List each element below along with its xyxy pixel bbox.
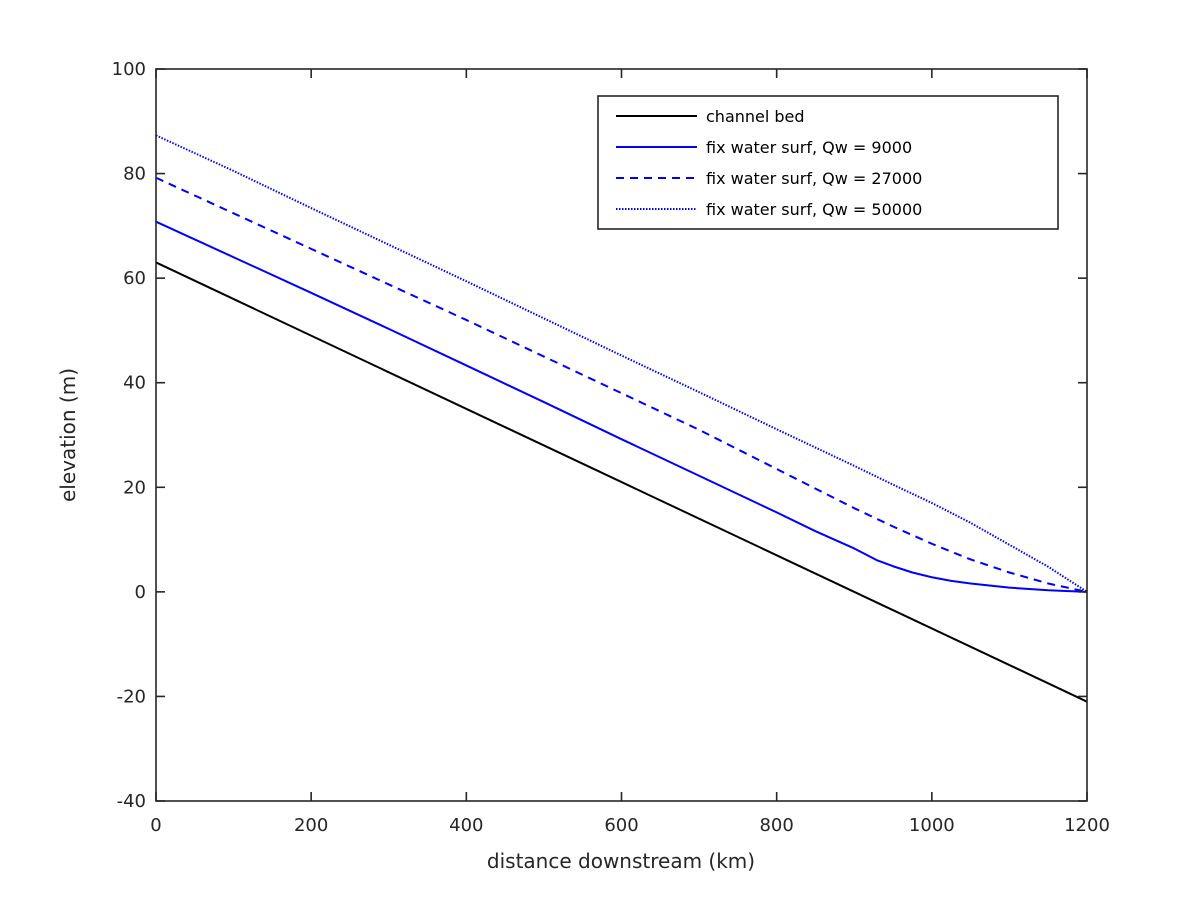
series-line-2 <box>155 176 1088 593</box>
legend-label-3: fix water surf, Qw = 50000 <box>706 200 922 219</box>
legend-label-2: fix water surf, Qw = 27000 <box>706 169 922 188</box>
series-line-3 <box>155 134 1088 593</box>
x-tick-label: 0 <box>150 815 161 836</box>
x-tick-label: 1000 <box>909 815 955 836</box>
x-tick-label: 600 <box>604 815 638 836</box>
legend-label-0: channel bed <box>706 107 805 126</box>
y-tick-label: 40 <box>123 373 146 394</box>
plot-frame <box>155 68 1088 802</box>
series-line-0 <box>155 261 1088 703</box>
y-axis-label: elevation (m) <box>56 368 80 502</box>
y-tick-label: -20 <box>117 686 146 707</box>
series-line-1 <box>155 220 1088 593</box>
y-tick-label: 80 <box>123 164 146 185</box>
x-tick-label: 800 <box>759 815 793 836</box>
y-tick-label: 20 <box>123 477 146 498</box>
x-tick-label: 1200 <box>1064 815 1110 836</box>
legend: channel bed fix water surf, Qw = 9000 fix … <box>597 95 1059 230</box>
series-layer <box>155 134 1088 703</box>
x-tick-label: 400 <box>449 815 483 836</box>
y-tick-label: 100 <box>112 59 146 80</box>
y-tick-label: 60 <box>123 268 146 289</box>
legend-label-1: fix water surf, Qw = 9000 <box>706 138 912 157</box>
x-axis-label: distance downstream (km) <box>487 849 755 873</box>
tick-labels-layer: 0 200 400 600 800 1000 1200 -40 -20 0 20 40 60 80 100 <box>112 59 1110 836</box>
x-tick-label: 200 <box>294 815 328 836</box>
y-tick-label: 0 <box>135 582 146 603</box>
legend-entries: channel bed fix water surf, Qw = 9000 fix … <box>616 107 922 219</box>
ticks-layer <box>155 68 1088 802</box>
legend-box <box>597 95 1059 230</box>
y-tick-label: -40 <box>117 791 146 812</box>
